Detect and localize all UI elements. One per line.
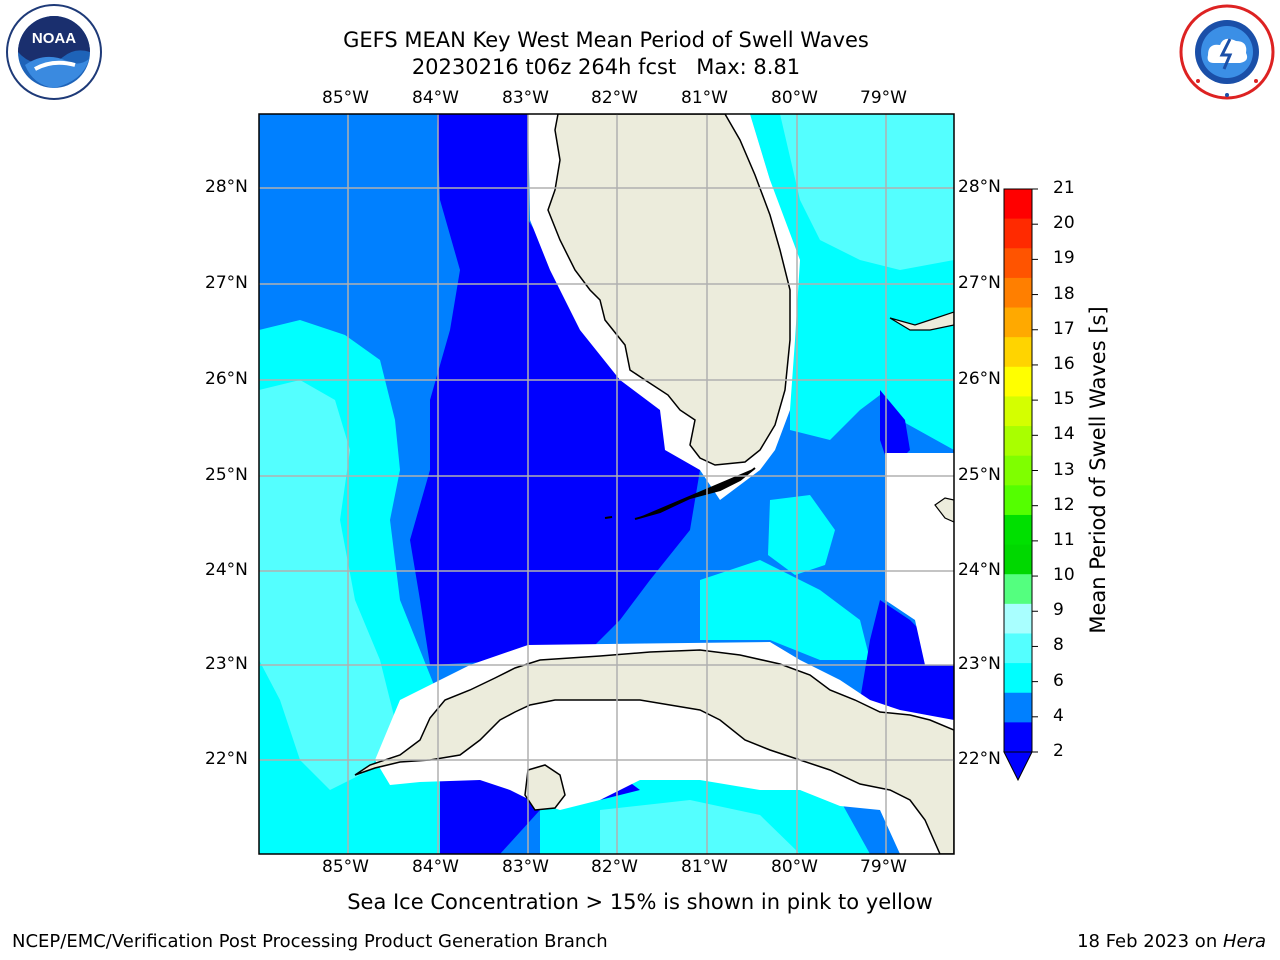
lat-label-right-26n: 26°N [958, 369, 1001, 389]
colorbar-swatch [1004, 633, 1032, 664]
colorbar-tick-label: 16 [1053, 353, 1075, 374]
colorbar-tick-label: 14 [1053, 424, 1075, 445]
lon-label-top-84w: 84°W [412, 88, 459, 108]
colorbar-swatch [1004, 722, 1032, 753]
lat-label-right-24n: 24°N [958, 560, 1001, 580]
colorbar-swatch [1004, 574, 1032, 605]
lat-label-left-23n: 23°N [205, 654, 248, 674]
colorbar-swatch [1004, 366, 1032, 397]
field-6-8-south [600, 800, 800, 854]
noaa-logo: NOAA [5, 3, 103, 101]
footer-credit: NCEP/EMC/Verification Post Processing Pr… [12, 931, 608, 952]
colorbar-tick-label: 20 [1053, 213, 1075, 234]
colorbar-swatch [1004, 218, 1032, 249]
field-0-2-gulf [410, 114, 700, 665]
lon-label-bottom-83w: 83°W [502, 857, 549, 877]
colorbar-swatch [1004, 663, 1032, 694]
colorbar-swatch [1004, 544, 1032, 575]
lon-label-bottom-80w: 80°W [771, 857, 818, 877]
colorbar-swatch [1004, 603, 1032, 634]
field-6-8-east [780, 114, 954, 270]
lon-label-bottom-85w: 85°W [322, 857, 369, 877]
colorbar-swatch [1004, 692, 1032, 723]
field-4-6-straits [700, 560, 870, 660]
lon-label-bottom-82w: 82°W [591, 857, 638, 877]
lat-label-right-28n: 28°N [958, 177, 1001, 197]
colorbar-swatch [1004, 248, 1032, 279]
colorbar-tick-label: 2 [1053, 741, 1064, 761]
lon-label-top-81w: 81°W [681, 88, 728, 108]
colorbar-swatch [1004, 514, 1032, 546]
colorbar-tick-label: 17 [1053, 318, 1075, 339]
field-4-6-keys [768, 495, 835, 575]
lat-label-right-25n: 25°N [958, 465, 1001, 485]
lat-label-left-27n: 27°N [205, 273, 248, 293]
colorbar-tick-label: 11 [1053, 529, 1075, 550]
lat-label-right-27n: 27°N [958, 273, 1001, 293]
map-frame [258, 113, 955, 855]
nws-logo [1178, 3, 1276, 101]
lon-label-top-79w: 79°W [860, 88, 907, 108]
florida-keys [604, 467, 756, 520]
lon-label-bottom-79w: 79°W [860, 857, 907, 877]
colorbar-extend-arrow [1003, 751, 1033, 782]
colorbar-tick-label: 9 [1053, 600, 1064, 621]
colorbar-tick-label: 10 [1053, 565, 1075, 586]
colorbar-tick-label: 6 [1053, 670, 1064, 691]
colorbar-tick-label: 8 [1053, 635, 1064, 656]
colorbar-tick-label: 13 [1053, 459, 1075, 480]
footer-date-text: 18 Feb 2023 on [1077, 931, 1223, 952]
footer-host: Hera [1222, 931, 1266, 952]
colorbar-tick-label: 4 [1053, 705, 1064, 726]
lat-label-left-25n: 25°N [205, 465, 248, 485]
colorbar-tick-label: 18 [1053, 283, 1075, 304]
colorbar-tick-label: 21 [1053, 178, 1075, 198]
lon-label-bottom-81w: 81°W [681, 857, 728, 877]
lon-label-top-83w: 83°W [502, 88, 549, 108]
colorbar-swatch [1004, 426, 1032, 457]
bahamas-land [889, 311, 954, 523]
colorbar-swatch [1004, 277, 1032, 309]
noaa-logo-text: NOAA [32, 30, 76, 47]
isla-juventud [524, 764, 566, 811]
colorbar-swatch [1004, 307, 1032, 338]
lat-label-left-22n: 22°N [205, 749, 248, 769]
colorbar-swatch [1004, 485, 1032, 516]
chart-subtitle: 20230216 t06z 264h fcst Max: 8.81 [411, 55, 801, 79]
lat-label-left-28n: 28°N [205, 177, 248, 197]
colorbar-swatch [1004, 455, 1032, 486]
lon-label-top-85w: 85°W [322, 88, 369, 108]
lat-label-left-26n: 26°N [205, 369, 248, 389]
lat-label-right-22n: 22°N [958, 749, 1001, 769]
lon-label-bottom-84w: 84°W [412, 857, 459, 877]
colorbar-tick-label: 15 [1053, 389, 1075, 410]
colorbar [1003, 188, 1038, 782]
graticule [259, 114, 954, 854]
colorbar-swatch [1004, 337, 1032, 368]
colorbar-swatch [1004, 189, 1032, 220]
field-0-2-east [880, 390, 910, 470]
field-6-8-west [259, 380, 395, 790]
colorbar-swatch [1004, 396, 1032, 427]
lon-label-top-82w: 82°W [591, 88, 638, 108]
footer-date: 18 Feb 2023 on Hera [1077, 931, 1266, 952]
colorbar-tick-label: 19 [1053, 248, 1075, 269]
sea-ice-note: Sea Ice Concentration > 15% is shown in … [347, 890, 933, 914]
florida-land [547, 114, 791, 466]
colorbar-title: Mean Period of Swell Waves [s] [1086, 306, 1110, 634]
chart-title: GEFS MEAN Key West Mean Period of Swell … [343, 28, 869, 52]
lat-label-right-23n: 23°N [958, 654, 1001, 674]
lon-label-top-80w: 80°W [771, 88, 818, 108]
lat-label-left-24n: 24°N [205, 560, 248, 580]
colorbar-tick-label: 12 [1053, 494, 1075, 515]
